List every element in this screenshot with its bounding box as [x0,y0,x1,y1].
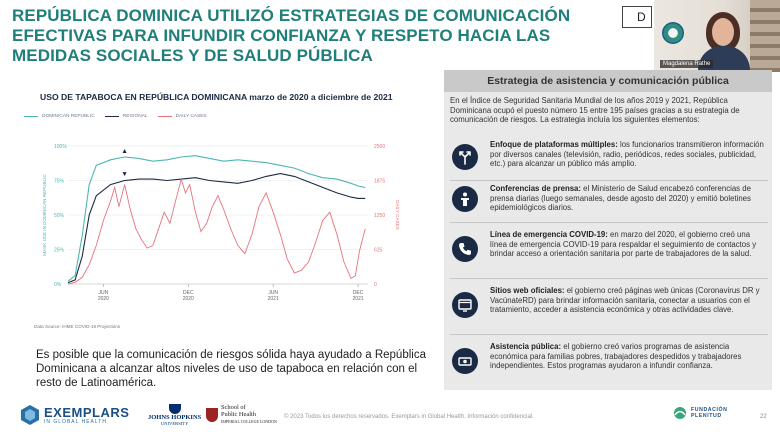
strategy-title: Línea de emergencia COVID-19: [490,230,608,239]
strategy-title: Enfoque de plataformas múltiples: [490,140,618,149]
strategy-divider [450,278,768,279]
chart-plot: 100% 75% 50% 25% 0% 2500 1875 1250 625 0 MASK USE … [42,144,400,302]
peak-arrow-up [122,149,127,154]
y-tick-right: 0 [374,282,377,288]
x-tick-month: JUN [268,290,278,296]
y-tick-right: 1875 [374,179,385,185]
legend-item-cases: DAILY CASES [157,114,207,119]
legend-label-dr: DOMINICAN REPUBLIC [42,114,95,119]
plenitud-emblem-icon [674,407,686,419]
chart-title: USO DE TAPABOCA EN REPÚBLICA DOMINICANA … [40,92,393,102]
participant-face [712,18,734,46]
strategy-text: Enfoque de plataformas múltiples: los fu… [490,140,768,169]
participant-name-label: Magdalena Rathe [660,60,714,68]
sph-line1: School of [221,404,246,411]
x-tick-year: 2021 [268,296,279,302]
website-icon [452,292,478,318]
strategy-body: el Ministerio de Salud encabezó conferen… [490,184,751,213]
sph-line2: Public Health [221,411,256,418]
x-tick-year: 2020 [98,296,109,302]
strategy-title: Asistencia pública: [490,342,562,351]
series-line-dominican-republic [67,155,366,282]
x-tick-month: DEC [353,290,364,296]
y-tick-right: 1250 [374,213,385,219]
slide-footer: EXEMPLARS IN GLOBAL HEALTH JOHNS HOPKINS… [0,398,780,435]
x-tick-year: 2021 [353,296,364,302]
legend-item-dr: DOMINICAN REPUBLIC [24,114,95,119]
chart-legend: DOMINICAN REPUBLIC REGIONAL DAILY CASES [24,114,207,119]
strategy-title: Conferencias de prensa: [490,184,581,193]
video-logo-icon [662,22,684,44]
series-line-daily-cases [67,177,366,285]
jh-shield-icon [168,404,181,414]
exemplars-subtitle: IN GLOBAL HEALTH [44,418,107,425]
split-arrows-icon [452,144,478,170]
legend-label-cases: DAILY CASES [175,114,207,119]
y-tick-right: 2500 [374,144,385,150]
mask-use-chart: USO DE TAPABOCA EN REPÚBLICA DOMINICANA … [24,84,420,334]
strategy-text: Asistencia pública: el gobierno creó var… [490,342,768,371]
jh-line1: JOHNS HOPKINS [148,414,202,421]
y-tick-left: 0% [54,282,62,288]
y-tick-right: 625 [374,248,383,254]
y-axis-label-right: DAILY CASES [395,200,400,230]
x-tick-month: JUN [99,290,109,296]
x-tick-month: DEC [183,290,194,296]
exemplars-name: EXEMPLARS [44,404,130,420]
slide-title: REPÚBLICA DOMINICA UTILIZÓ ESTRATEGIAS D… [12,6,571,65]
strategy-divider [450,334,768,335]
money-icon [452,348,478,374]
copyright-text: © 2023 Todos los derechos reservados. Ex… [284,414,534,420]
window-tab-peek[interactable]: D [622,6,652,28]
fundacion-plenitud-logo: FUNDACIÓN PLENITUD [672,406,728,420]
legend-label-regional: REGIONAL [122,114,148,119]
strategy-title: Sitios web oficiales: [490,286,565,295]
podium-icon [452,186,478,212]
strategy-body: en marzo del 2020, el gobierno creó una … [490,230,757,259]
video-bookshelf [750,0,780,72]
strategy-divider [450,180,768,181]
y-tick-left: 100% [54,144,67,150]
chart-source: Data Source: IHME COVID-19 Projections [34,324,121,329]
x-tick-year: 2020 [183,296,194,302]
fp-line2: PLENITUD [691,413,722,419]
imperial-crest-icon [206,407,218,422]
chart-caption: Es posible que la comunicación de riesgo… [36,349,426,389]
strategy-text: Línea de emergencia COVID-19: en marzo d… [490,230,768,259]
sph-line3: IMPERIAL COLLEGE LONDON [221,419,277,424]
participant-video-tile[interactable]: Magdalena Rathe [654,0,780,72]
strategy-body: los funcionarios transmitieron informaci… [490,140,764,169]
strategy-body: el gobierno creó varios programas de asi… [490,342,742,371]
series-line-regional [67,173,366,284]
panel-intro: En el Índice de Seguridad Sanitaria Mund… [450,96,740,125]
imperial-sph-logo: School of Public Health IMPERIAL COLLEGE… [206,404,277,425]
y-tick-left: 50% [54,213,65,219]
johns-hopkins-logo: JOHNS HOPKINS UNIVERSITY [148,404,201,426]
peak-arrow-down [122,172,127,177]
exemplars-hex-icon [21,405,39,425]
page-number: 22 [760,414,767,420]
y-tick-left: 75% [54,179,65,185]
strategy-body: el gobierno creó páginas web únicas (Cor… [490,286,760,315]
strategy-text: Sitios web oficiales: el gobierno creó p… [490,286,768,315]
legend-item-regional: REGIONAL [104,114,148,119]
y-tick-left: 25% [54,248,65,254]
panel-header: Estrategia de asistencia y comunicación … [444,70,772,92]
strategy-divider [450,222,768,223]
fp-line1: FUNDACIÓN [691,407,728,413]
strategy-text: Conferencias de prensa: el Ministerio de… [490,184,768,213]
y-axis-label-left: MASK USE IN DOMINICAN REPUBLIC [42,174,47,256]
exemplars-logo: EXEMPLARS IN GLOBAL HEALTH [20,404,129,426]
jh-line2: UNIVERSITY [160,421,189,426]
strategy-panel: Estrategia de asistencia y comunicación … [444,70,772,390]
phone-icon [452,236,478,262]
